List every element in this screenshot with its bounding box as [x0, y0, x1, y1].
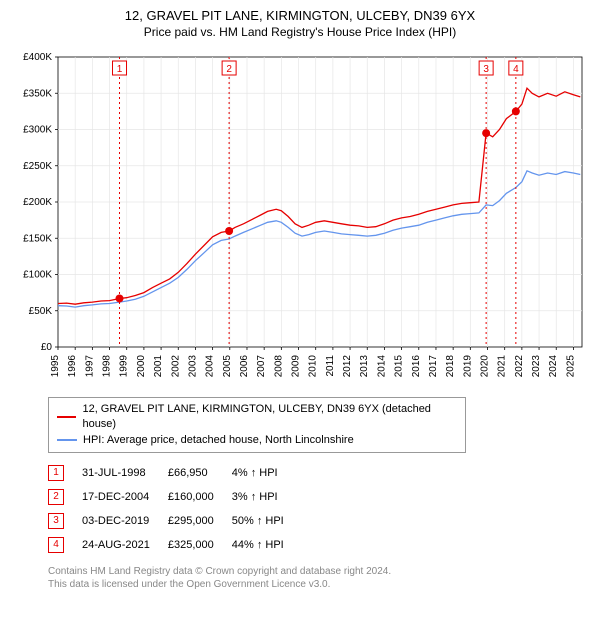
sale-marker-box: 2 — [48, 489, 64, 505]
table-row: 3 03-DEC-2019£295,00050% ↑ HPI — [48, 509, 302, 533]
x-tick-label: 2003 — [187, 355, 198, 378]
x-tick-label: 1999 — [119, 355, 130, 378]
cell-delta: 44% ↑ HPI — [232, 533, 302, 557]
x-tick-label: 2016 — [411, 355, 422, 378]
legend-swatch — [57, 439, 77, 441]
x-tick-label: 2015 — [394, 355, 405, 378]
cell-marker: 1 — [48, 461, 82, 485]
cell-marker: 2 — [48, 485, 82, 509]
cell-price: £295,000 — [168, 509, 232, 533]
cell-price: £325,000 — [168, 533, 232, 557]
sale-marker-number: 4 — [513, 64, 519, 75]
table-row: 1 31-JUL-1998£66,9504% ↑ HPI — [48, 461, 302, 485]
x-tick-label: 2014 — [376, 355, 387, 378]
y-tick-label: £0 — [41, 342, 53, 353]
x-tick-label: 2019 — [462, 355, 473, 378]
x-tick-label: 2010 — [308, 355, 319, 378]
chart-title: 12, GRAVEL PIT LANE, KIRMINGTON, ULCEBY,… — [8, 8, 592, 23]
sale-dot — [482, 129, 490, 137]
x-tick-label: 2001 — [153, 355, 164, 378]
sale-marker-number: 2 — [226, 64, 232, 75]
cell-date: 17-DEC-2004 — [82, 485, 168, 509]
x-tick-label: 2000 — [136, 355, 147, 378]
x-tick-label: 2022 — [514, 355, 525, 378]
y-tick-label: £350K — [23, 88, 52, 99]
x-tick-label: 2024 — [548, 355, 559, 378]
y-tick-label: £150K — [23, 233, 52, 244]
sale-marker-number: 1 — [117, 64, 123, 75]
x-tick-label: 2005 — [222, 355, 233, 378]
cell-marker: 3 — [48, 509, 82, 533]
y-tick-label: £100K — [23, 270, 52, 281]
cell-delta: 4% ↑ HPI — [232, 461, 302, 485]
x-tick-label: 2021 — [497, 355, 508, 378]
cell-price: £66,950 — [168, 461, 232, 485]
x-tick-label: 2025 — [565, 355, 576, 378]
cell-date: 24-AUG-2021 — [82, 533, 168, 557]
cell-date: 03-DEC-2019 — [82, 509, 168, 533]
cell-price: £160,000 — [168, 485, 232, 509]
x-tick-label: 2009 — [291, 355, 302, 378]
cell-marker: 4 — [48, 533, 82, 557]
x-tick-label: 2012 — [342, 355, 353, 378]
x-tick-label: 2023 — [531, 355, 542, 378]
sale-marker-box: 4 — [48, 537, 64, 553]
footnote-line: Contains HM Land Registry data © Crown c… — [48, 565, 592, 578]
x-tick-label: 2018 — [445, 355, 456, 378]
footnote-line: This data is licensed under the Open Gov… — [48, 578, 592, 591]
x-tick-label: 1996 — [67, 355, 78, 378]
x-tick-label: 2007 — [256, 355, 267, 378]
x-tick-label: 2017 — [428, 355, 439, 378]
table-row: 4 24-AUG-2021£325,00044% ↑ HPI — [48, 533, 302, 557]
x-tick-label: 2006 — [239, 355, 250, 378]
legend-row: HPI: Average price, detached house, Nort… — [57, 433, 457, 448]
x-tick-label: 2008 — [273, 355, 284, 378]
price-chart: £0 £50K £100K £150K £200K £250K £300K £350K £400… — [8, 47, 592, 387]
legend-swatch — [57, 416, 76, 418]
chart-svg: £0 £50K £100K £150K £200K £250K £300K £350K £400… — [8, 47, 592, 387]
x-tick-label: 1998 — [102, 355, 113, 378]
y-tick-label: £400K — [23, 52, 52, 63]
x-tick-label: 2020 — [480, 355, 491, 378]
x-tick-label: 2013 — [359, 355, 370, 378]
x-tick-label: 2002 — [170, 355, 181, 378]
sale-marker-number: 3 — [483, 64, 489, 75]
legend-label: HPI: Average price, detached house, Nort… — [83, 433, 354, 448]
footnote: Contains HM Land Registry data © Crown c… — [48, 565, 592, 591]
y-tick-label: £200K — [23, 197, 52, 208]
y-tick-label: £300K — [23, 125, 52, 136]
cell-date: 31-JUL-1998 — [82, 461, 168, 485]
sale-marker-box: 3 — [48, 513, 64, 529]
cell-delta: 3% ↑ HPI — [232, 485, 302, 509]
x-tick-label: 2011 — [325, 355, 336, 377]
y-tick-label: £250K — [23, 161, 52, 172]
x-tick-label: 1995 — [50, 355, 61, 378]
table-row: 2 17-DEC-2004£160,0003% ↑ HPI — [48, 485, 302, 509]
chart-subtitle: Price paid vs. HM Land Registry's House … — [8, 25, 592, 39]
legend: 12, GRAVEL PIT LANE, KIRMINGTON, ULCEBY,… — [48, 397, 466, 453]
x-tick-label: 1997 — [84, 355, 95, 378]
sale-dot — [116, 294, 124, 302]
x-tick-label: 2004 — [205, 355, 216, 378]
cell-delta: 50% ↑ HPI — [232, 509, 302, 533]
chart-header: 12, GRAVEL PIT LANE, KIRMINGTON, ULCEBY,… — [8, 8, 592, 39]
sale-dot — [512, 107, 520, 115]
sales-table: 1 31-JUL-1998£66,9504% ↑ HPI 2 17-DEC-2004£… — [48, 461, 302, 557]
sale-dot — [225, 227, 233, 235]
legend-label: 12, GRAVEL PIT LANE, KIRMINGTON, ULCEBY,… — [82, 402, 457, 433]
y-tick-label: £50K — [29, 306, 53, 317]
legend-row: 12, GRAVEL PIT LANE, KIRMINGTON, ULCEBY,… — [57, 402, 457, 433]
sale-marker-box: 1 — [48, 465, 64, 481]
